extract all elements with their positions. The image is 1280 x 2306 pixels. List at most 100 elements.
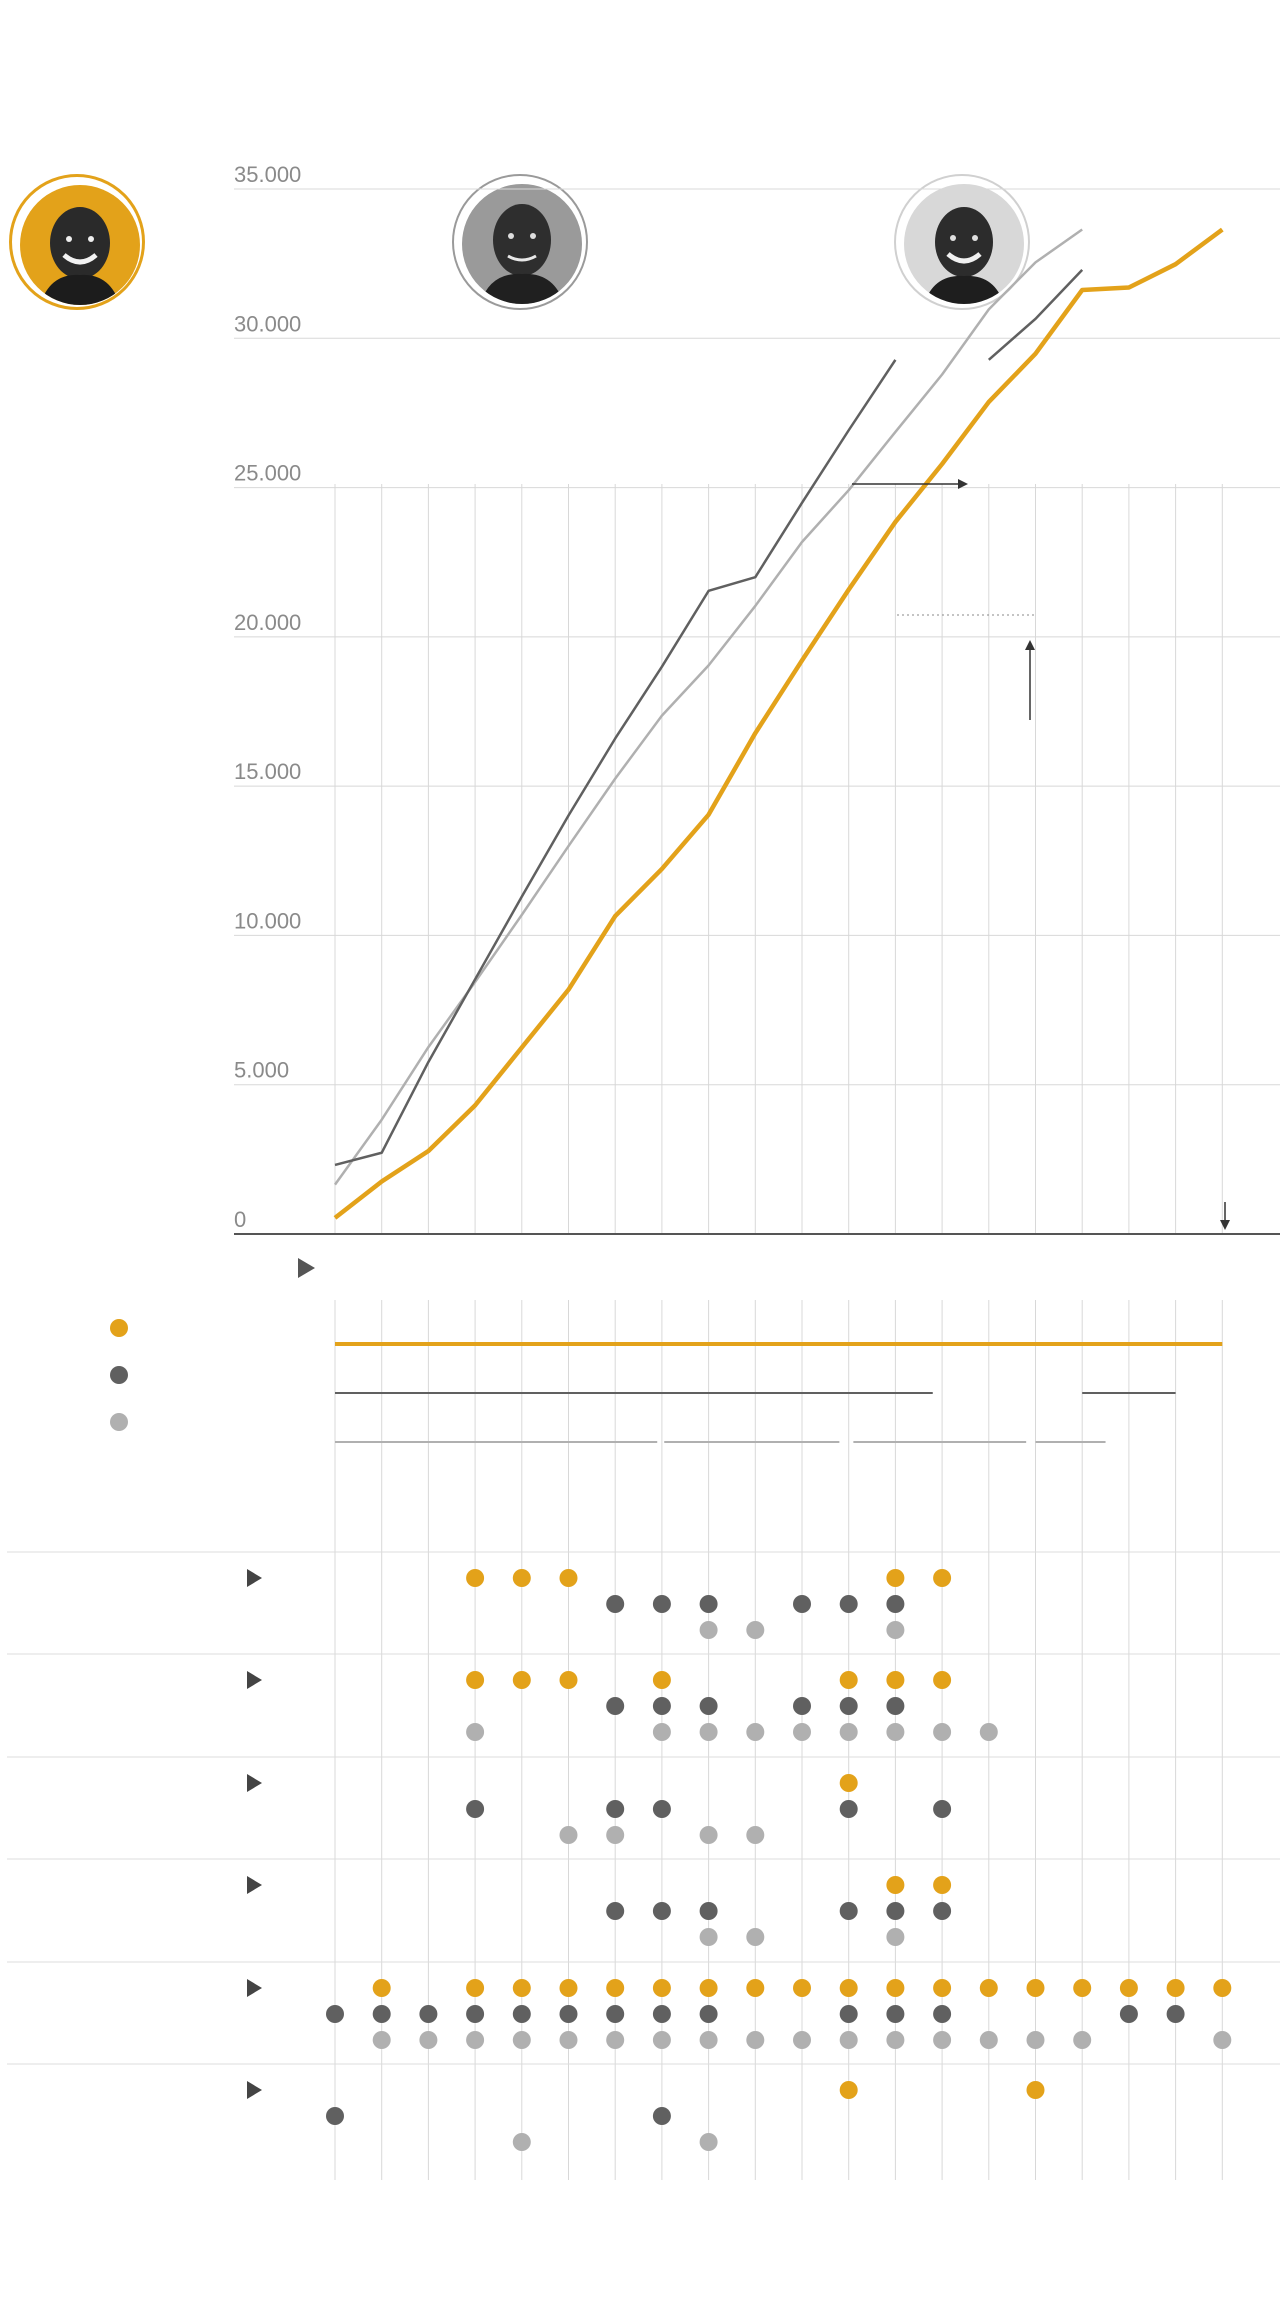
kobe-dot [746,1979,765,1997]
expand-triangle-icon[interactable] [298,1258,315,1278]
lebron-dot [699,1621,718,1639]
lebron-dot [886,1621,905,1639]
y-tick-label: 25.000 [234,461,301,486]
kobe-dot [1213,1979,1232,1997]
kobe-dot [559,1979,578,1997]
kobe-dot [933,1671,952,1689]
jordan-dot [699,1902,718,1920]
y-tick-label: 35.000 [234,162,301,187]
kobe-dot [1026,2081,1045,2099]
kobe-avatar [9,174,145,310]
lebron-dot [652,1723,671,1741]
jordan-dot [839,1902,858,1920]
jordan-dot [326,2107,344,2125]
row-expand-triangle-icon [247,1979,262,1997]
season-gridlines [334,484,1223,2180]
lebron-dot [746,1928,765,1946]
lebron-dot [606,1826,625,1844]
jordan-dot [419,2005,438,2023]
legend-dot-lebron [110,1413,128,1431]
jordan-dot [886,1595,905,1613]
legend-dot-jordan [110,1366,128,1384]
lebron-dot [559,1826,578,1844]
y-tick-label: 0 [234,1207,246,1232]
kobe-dot [933,1569,952,1587]
kobe-dot [372,1979,391,1997]
kobe-dot [886,1979,905,1997]
jordan-dot [699,1697,718,1715]
kobe-portrait-icon [20,185,140,305]
jordan-dot [606,2005,625,2023]
kobe-dot [979,1979,998,1997]
lebron-dot [979,1723,998,1741]
kobe-dot [1166,1979,1185,1997]
lebron-dot [419,2031,438,2049]
lebron-dot [886,1723,905,1741]
lebron-dot [652,2031,671,2049]
jordan-points-line [334,359,897,1167]
y-tick-label: 15.000 [234,759,301,784]
jordan-dot [652,1595,671,1613]
lebron-dot [606,2031,625,2049]
lebron-dot [979,2031,998,2049]
row-expand-triangle-icon [247,2081,262,2099]
jordan-avatar [452,174,588,310]
kobe-dot [512,1671,531,1689]
kobe-dot [466,1569,485,1587]
dot-matrix [7,1551,1280,2151]
lebron-dot [793,1723,811,1741]
lebron-dot [839,2031,858,2049]
lebron-dot [746,1723,765,1741]
y-tick-label: 30.000 [234,311,301,336]
y-tick-labels: 35.000 30.000 25.000 20.000 15.000 10.000 5.00… [234,162,301,1232]
kobe-dot [793,1979,811,1997]
jordan-dot [606,1800,625,1818]
row-expand-triangle-icon [247,1876,262,1894]
kobe-dot [886,1671,905,1689]
lebron-dot [933,2031,952,2049]
jordan-dot [933,2005,952,2023]
lebron-dot [746,1621,765,1639]
lebron-dot [699,1928,718,1946]
kobe-dot [839,1671,858,1689]
y-tick-label: 10.000 [234,908,301,933]
kobe-points-line [333,227,1224,1220]
lebron-dot [699,2133,718,2151]
jordan-dot [886,1697,905,1715]
kobe-dot [512,1569,531,1587]
lebron-dot [699,2031,718,2049]
lebron-dot [512,2133,531,2151]
lebron-dot [886,2031,905,2049]
jordan-dot [839,1595,858,1613]
kobe-dot [839,2081,858,2099]
y-tick-label: 20.000 [234,610,301,635]
timeline-arrow-icon [958,479,968,489]
jordan-dot [326,2005,344,2023]
kobe-dot [466,1979,485,1997]
lebron-points-line [333,228,1083,1186]
lebron-dot [793,2031,811,2049]
final-arrow-icon [1220,1220,1230,1230]
jordan-dot [839,1697,858,1715]
kobe-dot [512,1979,531,1997]
lebron-dot [372,2031,391,2049]
lebron-avatar [894,174,1030,310]
row-expand-triangle-icon [247,1671,262,1689]
kobe-dot [559,1569,578,1587]
lebron-dot [466,2031,485,2049]
lebron-dot [746,1826,765,1844]
jordan-dot [699,2005,718,2023]
lebron-dot [699,1723,718,1741]
y-tick-label: 5.000 [234,1058,289,1083]
jordan-dot [886,1902,905,1920]
jordan-dot [606,1902,625,1920]
jordan-dot [793,1595,811,1613]
lebron-dot [699,1826,718,1844]
kobe-dot [839,1774,858,1792]
jordan-dot [699,1595,718,1613]
kobe-dot [1026,1979,1045,1997]
lebron-dot [1026,2031,1045,2049]
jordan-dot [559,2005,578,2023]
lebron-dot [1213,2031,1232,2049]
lebron-dot [466,1723,485,1741]
